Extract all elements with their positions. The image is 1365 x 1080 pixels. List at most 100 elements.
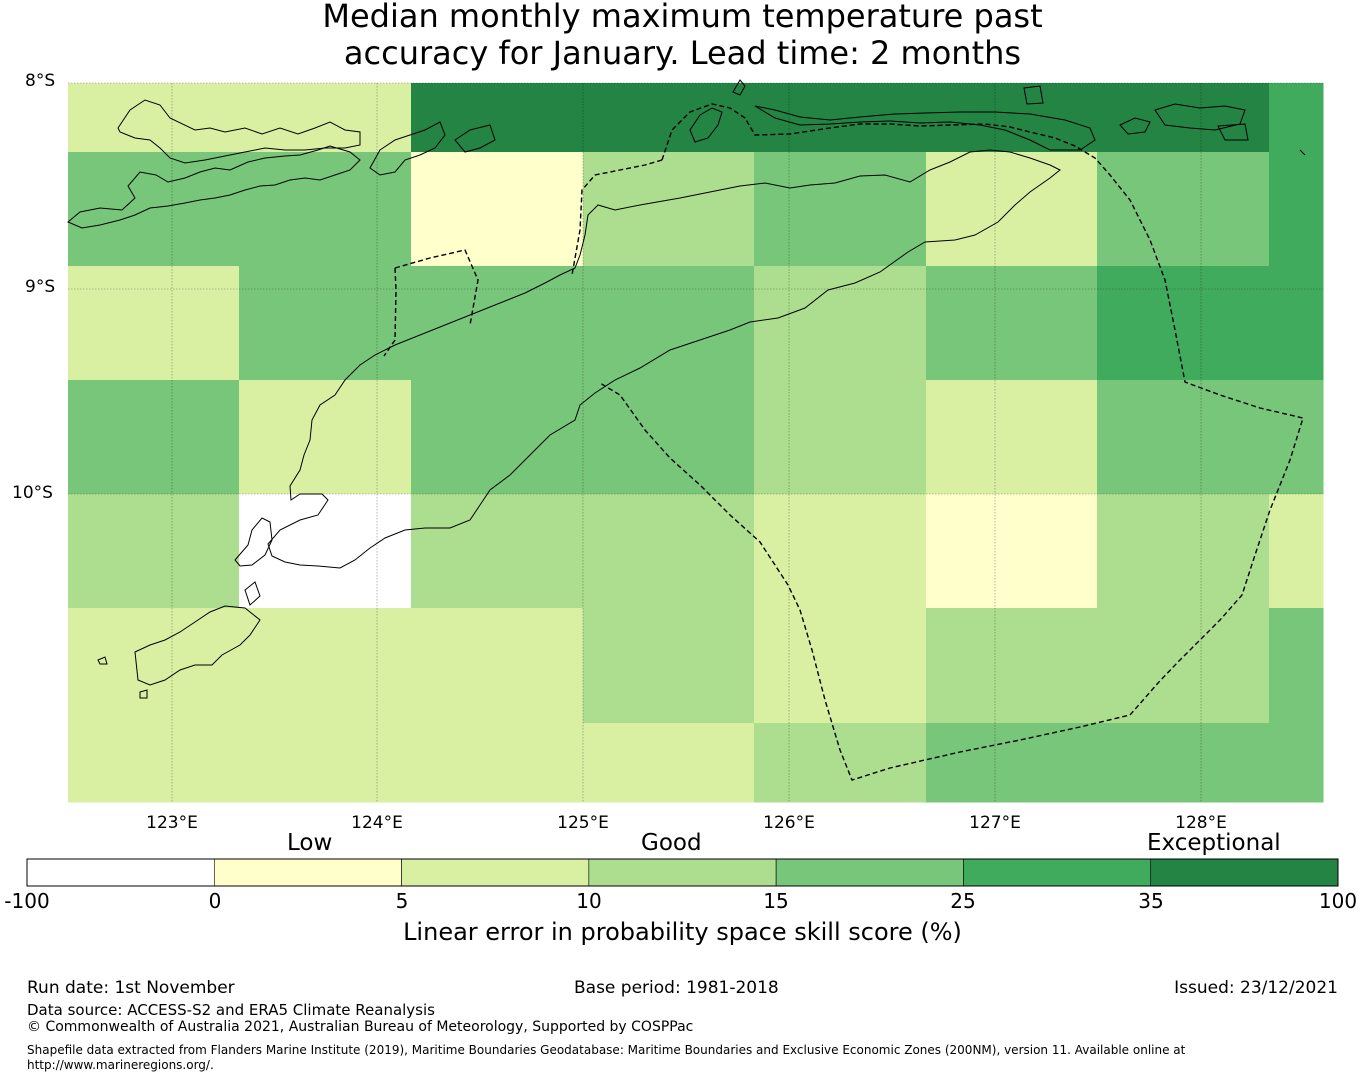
grid-cell	[1269, 380, 1324, 495]
grid-cell	[411, 494, 584, 609]
islet-near-semau	[139, 689, 148, 699]
leti-coastline	[1154, 103, 1246, 131]
grid-cell	[411, 266, 584, 381]
grid-cell	[1097, 380, 1270, 495]
grid-cell	[239, 266, 412, 381]
lat-label-8s: 8°S	[25, 71, 56, 91]
graticule	[68, 82, 1323, 802]
lon-label-127e: 127°E	[969, 813, 1021, 833]
grid-cell	[1097, 266, 1270, 381]
grid-cell	[583, 266, 755, 381]
timor-coastline	[267, 149, 1061, 569]
coastlines	[67, 79, 1306, 699]
grid-cell	[68, 83, 240, 153]
grid-cell	[1097, 608, 1270, 724]
grid-cell	[239, 152, 412, 267]
grid-cell	[583, 380, 755, 495]
grid-cell	[68, 266, 240, 381]
grid-cell	[239, 608, 412, 724]
grid-cell	[926, 494, 1098, 609]
grid-cell	[411, 83, 584, 153]
grid-cell	[1269, 494, 1324, 609]
grid-cell	[1269, 266, 1324, 381]
skill-grid	[68, 83, 1324, 803]
eez-boundary-north	[599, 103, 1304, 781]
eez-boundary-oecusse	[571, 159, 663, 276]
data-source: Data source: ACCESS-S2 and ERA5 Climate …	[27, 1001, 435, 1019]
colorbar-tick: -100	[4, 889, 50, 913]
grid-cell	[411, 608, 584, 724]
colorbar-segment	[775, 858, 964, 887]
lon-label-123e: 123°E	[146, 813, 198, 833]
grid-cell	[754, 608, 927, 724]
wetar-coastline	[754, 105, 1096, 151]
grid-cell	[754, 380, 927, 495]
rote-coastline	[234, 517, 273, 567]
grid-cell	[239, 380, 412, 495]
small-island-2	[732, 79, 746, 96]
grid-cell	[926, 266, 1098, 381]
grid-cell	[1269, 83, 1324, 153]
colorbar-tick: 5	[395, 889, 409, 913]
grid-cell	[926, 608, 1098, 724]
grid-cell	[1269, 723, 1324, 803]
grid-cell	[1097, 83, 1270, 153]
grid-cell	[583, 152, 755, 267]
grid-cell	[926, 723, 1098, 803]
issued-date: Issued: 23/12/2021	[1174, 978, 1338, 998]
lon-label-124e: 124°E	[351, 813, 403, 833]
grid-cell	[926, 152, 1098, 267]
colorbar-frame	[26, 858, 1339, 887]
colorbar-tick: 35	[1138, 889, 1164, 913]
grid-cell	[754, 723, 927, 803]
alor-coastline	[369, 121, 446, 176]
colorbar	[26, 858, 1339, 887]
grid-cell	[239, 494, 412, 609]
grid-cell	[1269, 608, 1324, 724]
grid-cell	[68, 152, 240, 267]
category-label-exceptional: Exceptional	[1147, 830, 1281, 856]
lat-label-10s: 10°S	[12, 483, 53, 503]
grid-cell	[754, 494, 927, 609]
grid-cell	[1097, 494, 1270, 609]
ndao-coastline	[244, 581, 261, 606]
colorbar-segment	[588, 858, 777, 887]
category-label-low: Low	[287, 830, 333, 856]
pantar-coastline	[454, 124, 496, 153]
colorbar-segment	[213, 858, 402, 887]
eez-boundary-west	[383, 249, 479, 357]
moa-coastline	[1217, 123, 1249, 141]
colorbar-segment	[401, 858, 590, 887]
grid-cell	[583, 83, 755, 153]
lon-label-125e: 125°E	[557, 813, 609, 833]
grid-cell	[754, 266, 927, 381]
category-label-good: Good	[641, 830, 702, 856]
chart-title-line-1: Median monthly maximum temperature past	[322, 0, 1043, 35]
grid-cell	[754, 152, 927, 267]
grid-cell	[1097, 152, 1270, 267]
kisar-coastline	[1119, 117, 1151, 135]
colorbar-label: Linear error in probability space skill …	[403, 918, 962, 946]
grid-cell	[68, 494, 240, 609]
maritime-boundaries	[383, 103, 1304, 781]
grid-cell	[926, 380, 1098, 495]
grid-cell	[411, 723, 584, 803]
shapefile-credit: Shapefile data extracted from Flanders M…	[27, 1043, 1186, 1072]
colorbar-tick: 0	[208, 889, 222, 913]
base-period: Base period: 1981-2018	[574, 978, 779, 998]
lat-label-9s: 9°S	[25, 277, 56, 297]
colorbar-segment	[26, 858, 215, 887]
colorbar-segment	[1150, 858, 1339, 887]
atauro-coastline	[689, 107, 723, 143]
colorbar-segment	[963, 858, 1152, 887]
chart-title-line-2: accuracy for January. Lead time: 2 month…	[343, 34, 1022, 72]
grid-cell	[239, 83, 412, 153]
lakor-coastline	[1299, 149, 1306, 156]
run-date: Run date: 1st November	[27, 978, 235, 998]
grid-cell	[583, 608, 755, 724]
raijua-coastline	[97, 656, 108, 665]
small-island-1	[1023, 85, 1044, 105]
grid-cell	[1097, 723, 1270, 803]
grid-cell	[68, 380, 240, 495]
grid-cell	[583, 494, 755, 609]
